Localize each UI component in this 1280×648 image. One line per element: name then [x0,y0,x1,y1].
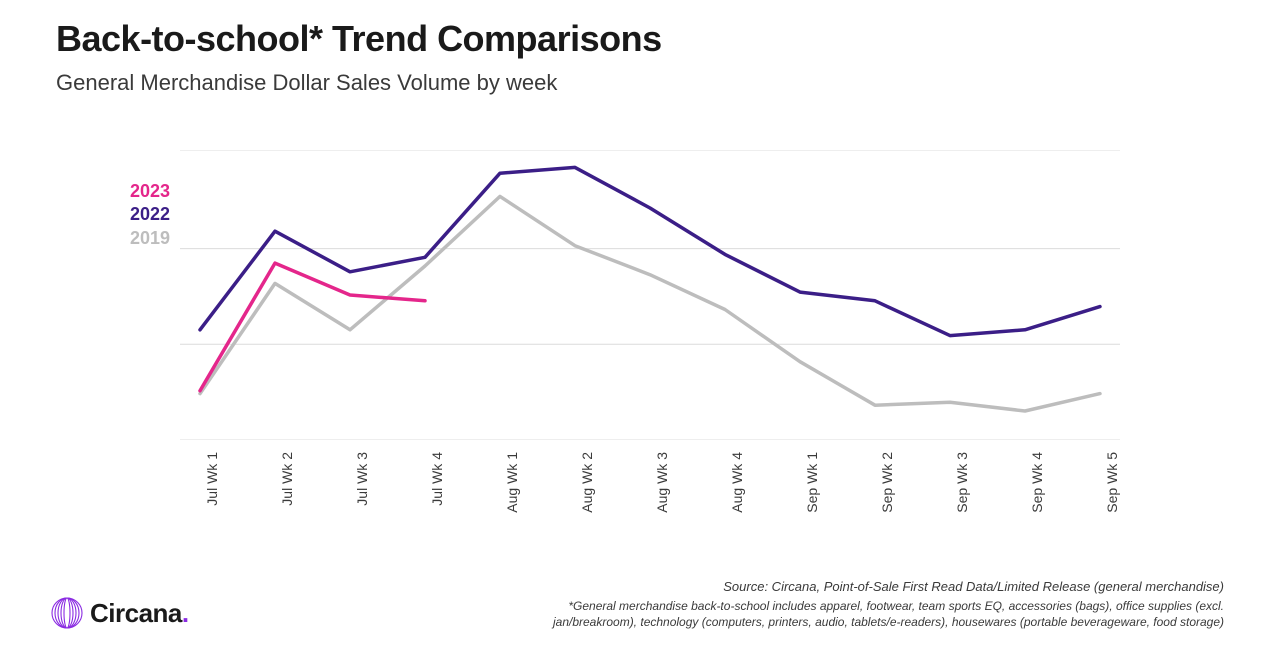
legend-item: 2023 [80,180,170,203]
x-axis-label: Sep Wk 3 [954,452,970,522]
footnotes: Source: Circana, Point-of-Sale First Rea… [524,578,1224,630]
series-line [200,263,425,391]
x-axis-label: Sep Wk 1 [804,452,820,522]
legend-item: 2022 [80,203,170,226]
x-axis-label: Aug Wk 2 [579,452,595,522]
series-line [200,196,1100,411]
x-axis-label: Jul Wk 3 [354,452,370,522]
page-subtitle: General Merchandise Dollar Sales Volume … [56,70,1224,96]
series-line [200,167,1100,335]
chart-container: 202320222019 Jul Wk 1Jul Wk 2Jul Wk 3Jul… [80,150,1140,530]
chart-legend: 202320222019 [80,180,170,250]
x-axis-label: Sep Wk 5 [1104,452,1120,522]
footnote-line: *General merchandise back-to-school incl… [524,598,1224,630]
line-chart-svg [180,150,1120,440]
x-axis-label: Aug Wk 4 [729,452,745,522]
x-axis-label: Aug Wk 3 [654,452,670,522]
brand-logo: Circana. [50,596,189,630]
x-axis-label: Jul Wk 1 [204,452,220,522]
source-line: Source: Circana, Point-of-Sale First Rea… [524,578,1224,596]
x-axis-label: Jul Wk 2 [279,452,295,522]
circana-logo-icon [50,596,84,630]
page-title: Back-to-school* Trend Comparisons [56,18,1224,60]
brand-logo-text: Circana. [90,598,189,629]
x-axis-label: Jul Wk 4 [429,452,445,522]
x-axis-labels: Jul Wk 1 Jul Wk 2 Jul Wk 3 Jul Wk 4 Aug Wk 1… [180,450,1120,530]
x-axis-label: Sep Wk 4 [1029,452,1045,522]
chart-plot [180,150,1120,440]
x-axis-label: Sep Wk 2 [879,452,895,522]
x-axis-label: Aug Wk 1 [504,452,520,522]
legend-item: 2019 [80,227,170,250]
